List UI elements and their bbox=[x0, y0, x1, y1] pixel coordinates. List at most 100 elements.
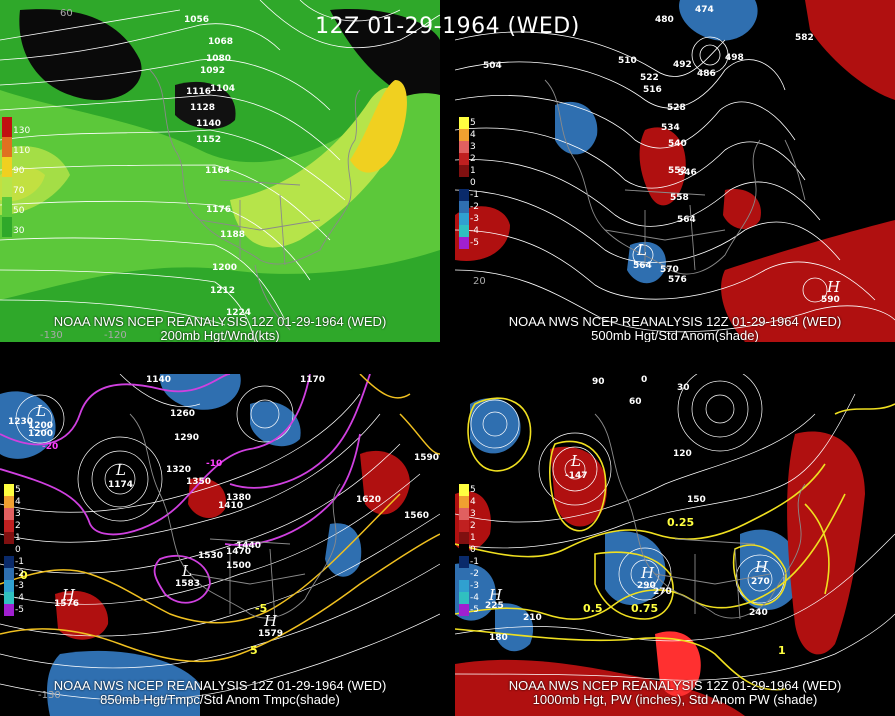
legend-value: -3 bbox=[470, 581, 479, 591]
legend-value: 5 bbox=[470, 118, 476, 128]
legend-value: 5 bbox=[470, 485, 476, 495]
legend-value: 2 bbox=[470, 521, 476, 531]
height-contours bbox=[0, 0, 440, 342]
wind-band-dark-pocket bbox=[330, 9, 440, 110]
caption-line1: NOAA NWS NCEP REANALYSIS 12Z 01-29-1964 … bbox=[508, 314, 842, 329]
contour-label: 522 bbox=[640, 73, 659, 83]
map-title: 12Z 01-29-1964 (WED) bbox=[315, 14, 580, 39]
panel-caption: NOAA NWS NCEP REANALYSIS 12Z 01-29-1964 … bbox=[455, 679, 895, 707]
legend-value: -4 bbox=[470, 593, 479, 603]
pw-anomaly-pos bbox=[550, 446, 607, 527]
pw-contours bbox=[455, 397, 895, 691]
anomaly-neg bbox=[679, 0, 758, 41]
caption-line2: 1000mb Hgt, PW (inches), Std Anom PW (sh… bbox=[532, 692, 818, 707]
legend-value: 1 bbox=[470, 533, 476, 543]
legend-value: -5 bbox=[470, 238, 479, 248]
contour-label: 1530 bbox=[198, 551, 223, 561]
contour-label: 576 bbox=[668, 275, 687, 285]
low-marker-letter: L bbox=[636, 241, 647, 259]
legend-value: 0 bbox=[15, 545, 21, 555]
legend-value: -4 bbox=[470, 226, 479, 236]
contour-label: 510 bbox=[618, 56, 637, 66]
caption-line2: 200mb Hgt/Wnd(kts) bbox=[160, 328, 280, 343]
pw-label: 0.5 bbox=[583, 602, 603, 615]
wind-band-jet bbox=[350, 80, 407, 173]
caption-line1: NOAA NWS NCEP REANALYSIS 12Z 01-29-1964 … bbox=[53, 314, 387, 329]
legend-value: -3 bbox=[470, 214, 479, 224]
legend-value: 4 bbox=[470, 497, 476, 507]
contour-label: 1200 bbox=[212, 263, 237, 273]
contour-label: 498 bbox=[725, 53, 744, 63]
high-marker-letter: H bbox=[263, 612, 278, 630]
legend-value: 90 bbox=[13, 166, 25, 176]
low-marker-letter: L bbox=[181, 562, 192, 580]
legend-value: -2 bbox=[470, 202, 479, 212]
zero-contours bbox=[0, 374, 440, 663]
anomaly-pos bbox=[805, 0, 895, 100]
legend-value: 110 bbox=[13, 146, 31, 156]
contour-label: 240 bbox=[749, 608, 768, 618]
height-contours bbox=[455, 31, 895, 333]
lon-label: -120 bbox=[104, 330, 127, 341]
contour-label: 1212 bbox=[210, 286, 235, 296]
contour-label: 1176 bbox=[206, 205, 231, 215]
panel-1000mb-map: 0 30 60 90 120 150 180 210 240 270 0.25 … bbox=[455, 374, 895, 716]
contour-label: 1500 bbox=[226, 561, 251, 571]
legend-value: 70 bbox=[13, 186, 25, 196]
panel-caption: NOAA NWS NCEP REANALYSIS 12Z 01-29-1964 … bbox=[455, 314, 895, 343]
contour-label: 528 bbox=[667, 103, 686, 113]
low-marker-letter: L bbox=[115, 461, 126, 479]
temperature-contours bbox=[0, 374, 371, 604]
legend-value: 4 bbox=[15, 497, 21, 507]
legend-value: 130 bbox=[13, 126, 31, 136]
anomaly-pos bbox=[360, 450, 410, 515]
high-marker-letter: H bbox=[826, 278, 841, 296]
contour-label: 120 bbox=[673, 449, 692, 459]
legend-value: 0 bbox=[470, 178, 476, 188]
contour-label: 1164 bbox=[205, 166, 230, 176]
contour-label: 1140 bbox=[146, 375, 171, 385]
coastlines bbox=[129, 413, 341, 620]
anomaly-neg bbox=[0, 391, 56, 459]
anomaly-legend bbox=[459, 117, 469, 249]
height-contours bbox=[0, 374, 440, 701]
anomaly-pos bbox=[188, 478, 226, 519]
wind-band-high bbox=[0, 146, 70, 215]
contour-label: 1152 bbox=[196, 135, 221, 145]
anomaly-legend bbox=[459, 484, 469, 616]
contour-label: 564 bbox=[677, 215, 696, 225]
legend-value: 4 bbox=[470, 130, 476, 140]
contour-label: 1116 bbox=[186, 87, 211, 97]
legend-value: -1 bbox=[470, 557, 479, 567]
contour-label: 546 bbox=[678, 168, 697, 178]
high-marker-value: 1576 bbox=[54, 599, 79, 609]
anomaly-pos bbox=[55, 590, 109, 640]
contour-label: 150 bbox=[687, 495, 706, 505]
coastlines bbox=[544, 79, 806, 275]
contour-label: 1410 bbox=[218, 501, 243, 511]
legend-value: -1 bbox=[15, 557, 24, 567]
contour-label: 1230 bbox=[8, 417, 33, 427]
contour-label: 1092 bbox=[200, 66, 225, 76]
contour-label: 1128 bbox=[190, 103, 215, 113]
contour-label: 1188 bbox=[220, 230, 245, 240]
contour-label: 534 bbox=[661, 123, 680, 133]
panel-caption: NOAA NWS NCEP REANALYSIS 12Z 01-29-1964 … bbox=[0, 679, 440, 707]
high-low-markers: L -147 H 290 H 225 H 270 bbox=[485, 452, 770, 611]
contour-label: 0 bbox=[641, 375, 647, 385]
pw-label: 1 bbox=[778, 644, 786, 657]
temp-label: 0 bbox=[20, 569, 28, 582]
high-marker-value: 270 bbox=[751, 577, 770, 587]
wind-band-dark-pocket bbox=[175, 81, 236, 130]
contour-label: 1224 bbox=[226, 308, 251, 318]
temp-label: -5 bbox=[255, 602, 267, 615]
low-marker-value: 564 bbox=[633, 261, 652, 271]
contour-label: 504 bbox=[483, 61, 502, 71]
caption-line2: 850mb Hgt/Tmpc/Std Anom Tmpc(shade) bbox=[100, 692, 340, 707]
legend-value: 3 bbox=[15, 509, 21, 519]
contour-labels: 1056 1068 1080 1092 1104 1116 1128 1140 … bbox=[184, 15, 251, 318]
legend-value: 2 bbox=[15, 521, 21, 531]
pw-label: 0.25 bbox=[667, 516, 694, 529]
pw-labels: 0.25 0.5 0.75 1 bbox=[583, 516, 786, 657]
lon-label: -130 bbox=[38, 690, 61, 701]
